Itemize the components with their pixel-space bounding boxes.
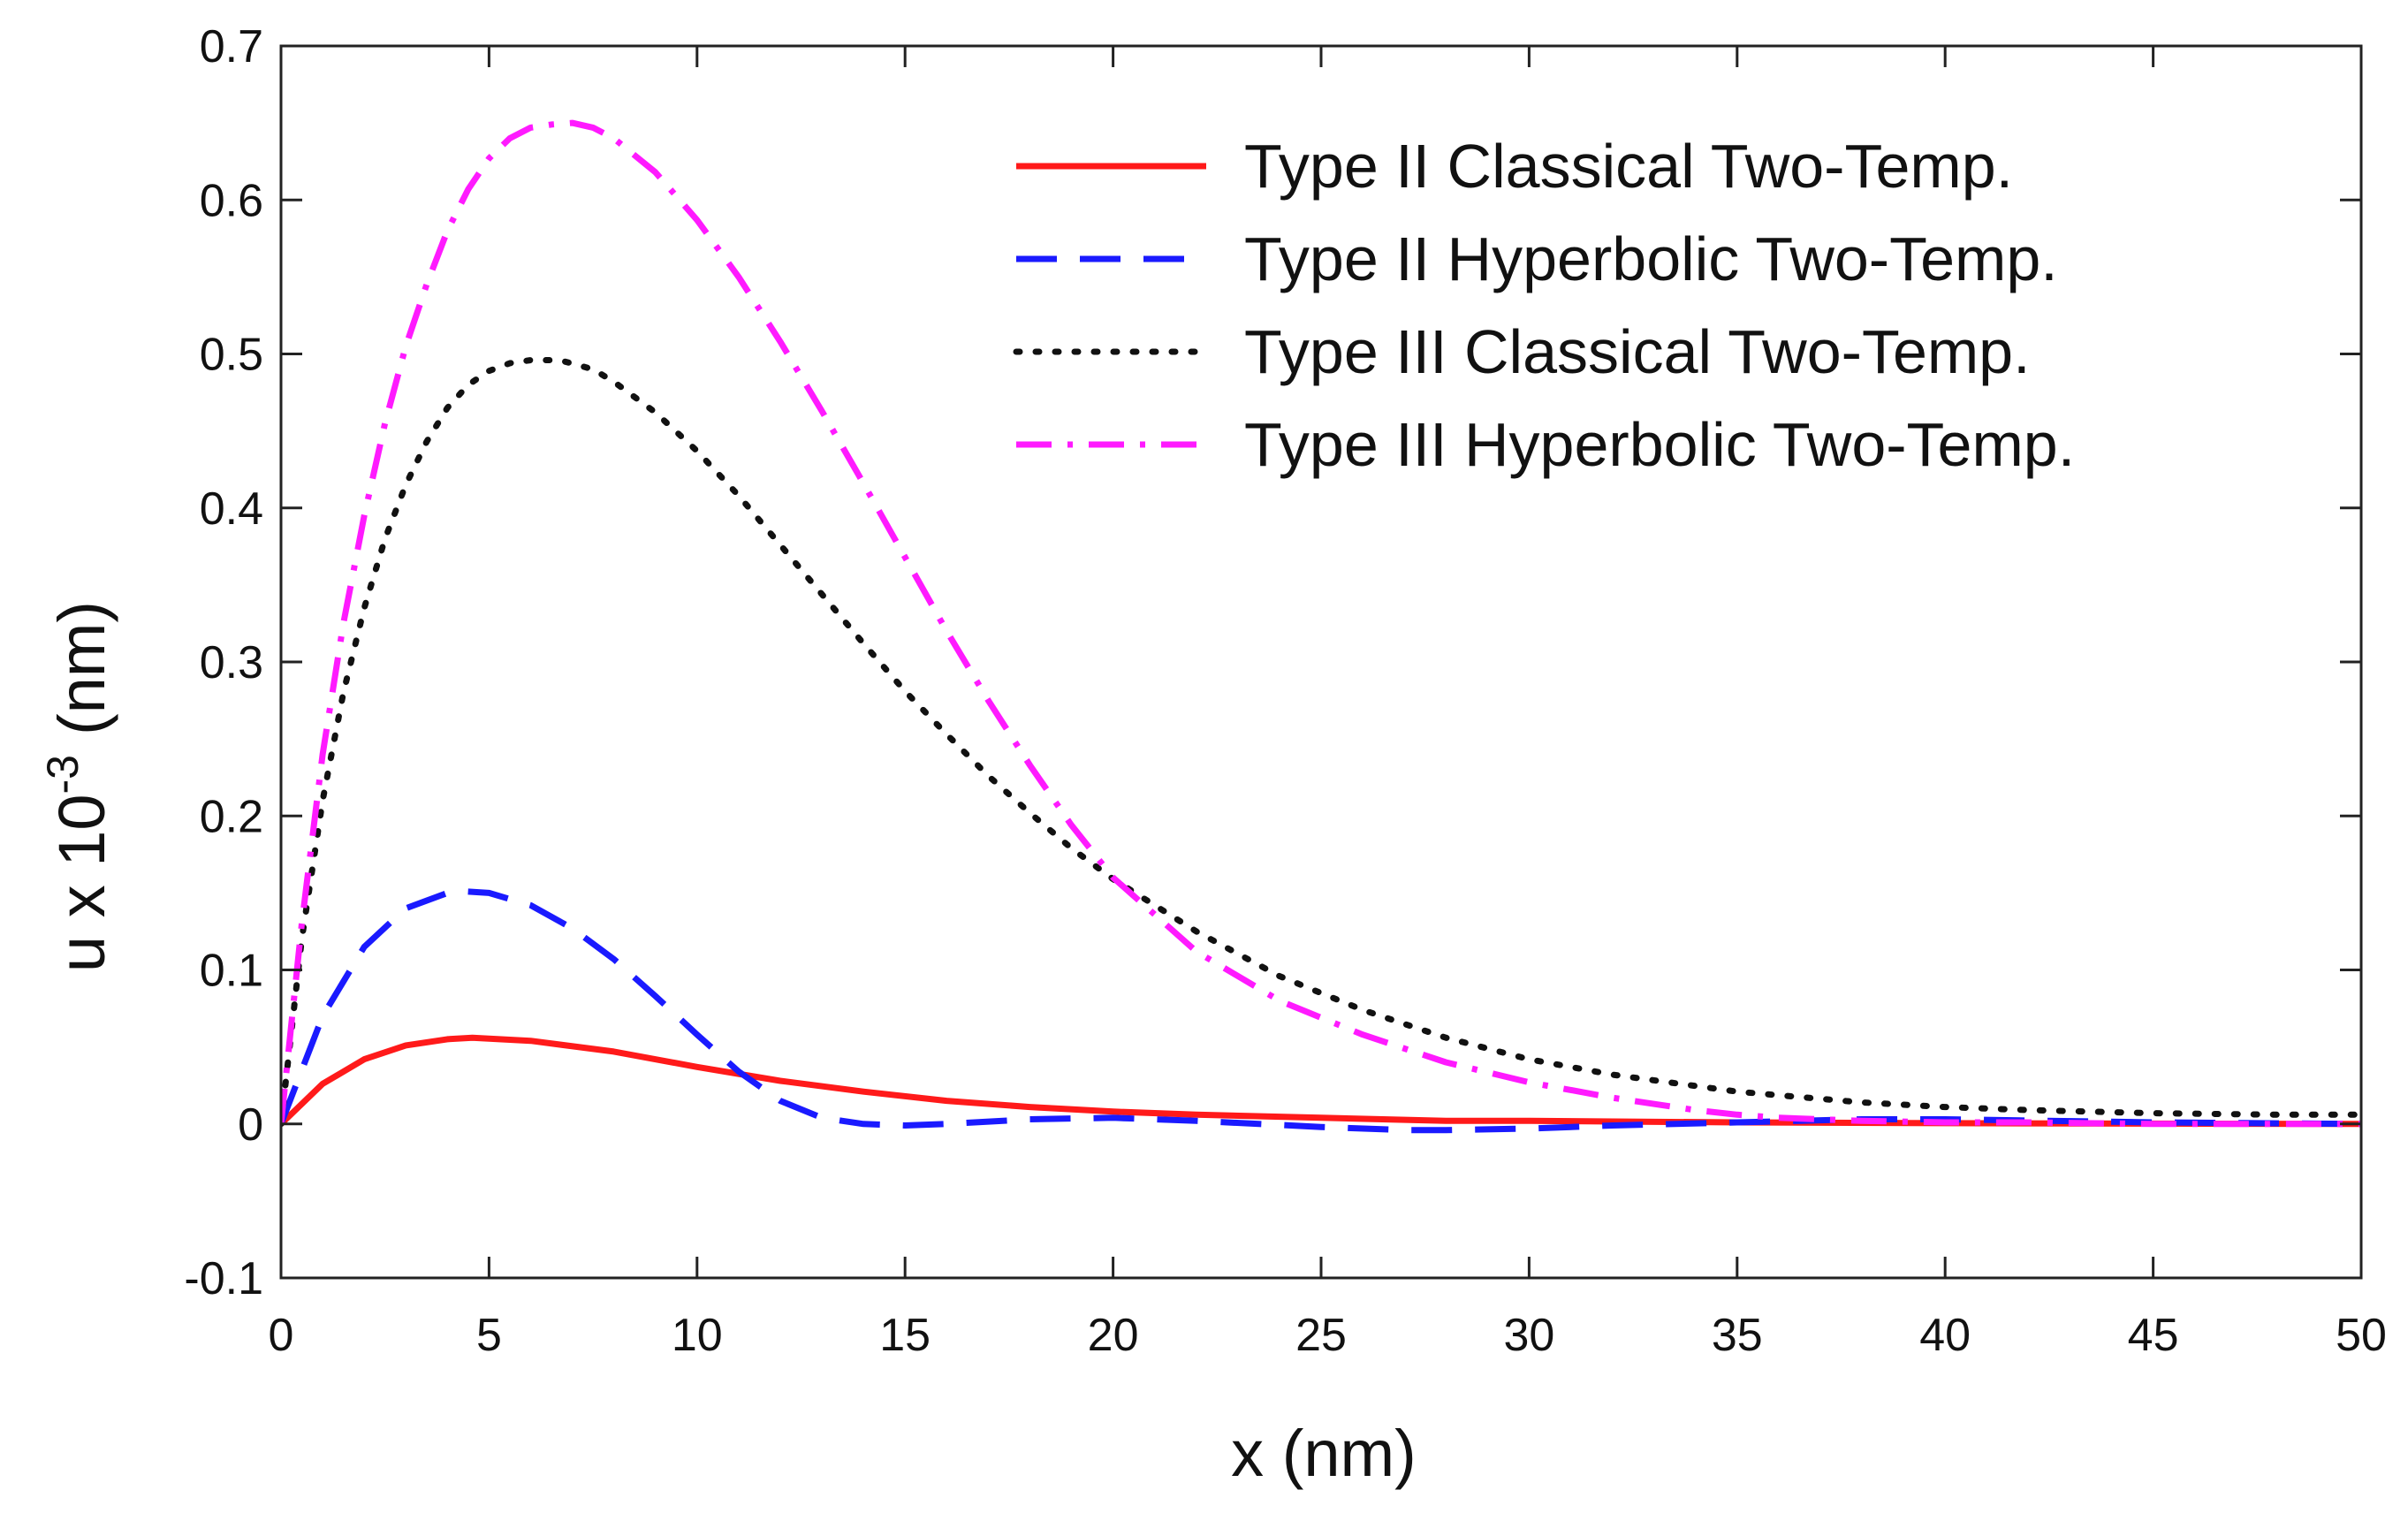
legend-item-2: Type II Hyperbolic Two-Temp. [1016,224,2058,293]
x-tick-label: 10 [672,1310,723,1361]
y-tick-label: -0.1 [184,1253,263,1304]
legend-label: Type III Hyperbolic Two-Temp. [1244,410,2075,479]
y-tick-label: 0.7 [200,21,263,72]
y-axis-title: u x 10-3 (nm) [38,601,118,972]
series-line-4 [281,119,2361,1128]
y-axis-title-base: u x 10 [45,794,118,972]
legend-label: Type II Classical Two-Temp. [1244,132,2013,201]
legend-label: Type II Hyperbolic Two-Temp. [1244,224,2058,293]
y-tick-label: 0.2 [200,791,263,842]
series-line-3 [281,357,2361,1128]
y-tick-label: 0.3 [200,637,263,688]
x-tick-label: 15 [879,1310,931,1361]
tick-labels-layer: 0 5 10 15 20 25 30 35 40 45 50-0.100.10.20.30.40.5… [184,21,2387,1361]
series-layer [281,119,2361,1134]
y-tick-label: 0.1 [200,946,263,997]
x-tick-label: 35 [1712,1310,1763,1361]
svg-text:u x 10-3(nm): u x 10-3 (nm) [38,601,118,972]
legend-label: Type III Classical Two-Temp. [1244,317,2031,386]
x-axis-title: x (nm) [1231,1417,1417,1490]
legend-item-1: Type II Classical Two-Temp. [1016,132,2013,201]
y-tick-label: 0 [238,1099,263,1151]
x-tick-label: 5 [476,1310,502,1361]
x-tick-label: 30 [1503,1310,1554,1361]
legend-item-4: Type III Hyperbolic Two-Temp. [1016,410,2075,479]
y-tick-label: 0.4 [200,483,263,535]
y-axis-title-exponent: -3 [38,755,87,794]
axes-layer [279,44,2363,1280]
y-axis-title-unit: (nm) [45,601,118,735]
x-tick-label: 45 [2128,1310,2179,1361]
series-line-1 [281,1034,2361,1128]
x-tick-label: 25 [1295,1310,1347,1361]
x-tick-label: 0 [269,1310,294,1361]
x-tick-label: 40 [1919,1310,1971,1361]
legend: Type II Classical Two-Temp. Type II Hyper… [1013,132,2075,479]
legend-item-3: Type III Classical Two-Temp. [1013,317,2031,386]
x-tick-label: 50 [2336,1310,2387,1361]
y-tick-label: 0.6 [200,175,263,226]
series-line-2 [281,888,2361,1134]
x-tick-label: 20 [1088,1310,1139,1361]
y-tick-label: 0.5 [200,330,263,381]
